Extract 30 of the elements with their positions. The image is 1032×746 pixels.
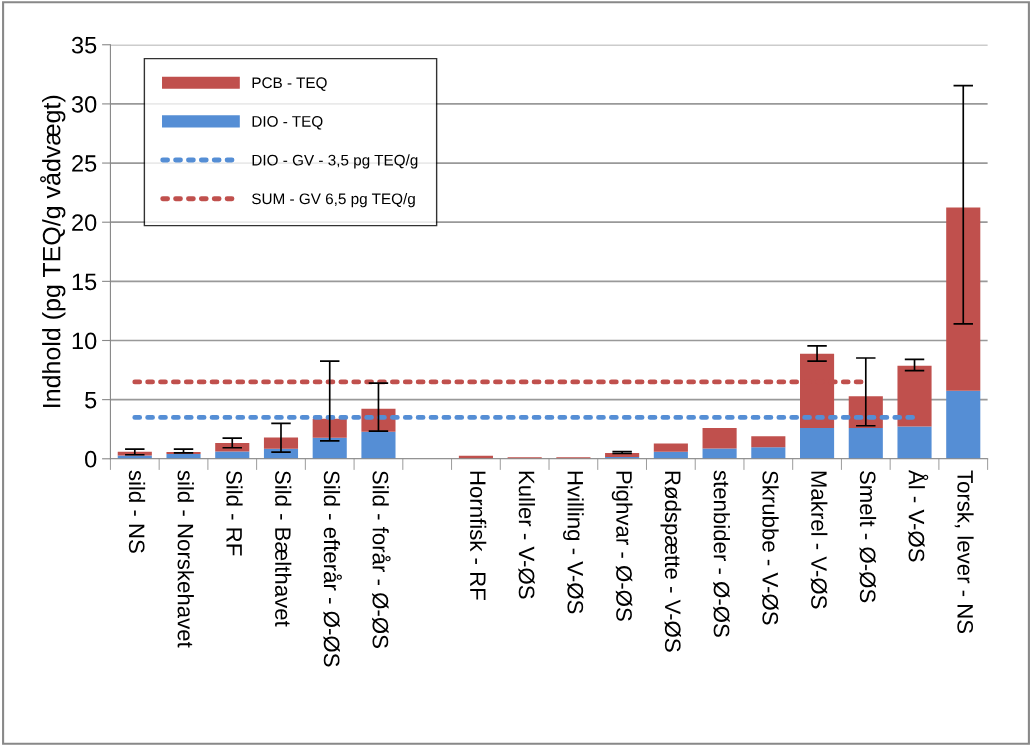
y-tick-label: 25 bbox=[72, 155, 97, 172]
x-tick-label: sild - Norskehavet bbox=[177, 470, 194, 648]
legend-label: DIO - GV - 3,5 pg TEQ/g bbox=[252, 154, 418, 169]
x-tick-label: Makrel - V-ØS bbox=[810, 471, 828, 609]
legend-label: SUM - GV 6,5 pg TEQ/g bbox=[252, 193, 415, 208]
y-axis-title: Indhold (pg TEQ/g vådvægt) bbox=[40, 95, 66, 407]
y-tick-label: 30 bbox=[71, 95, 97, 113]
x-tick-label: Sild - forår - Ø-ØS bbox=[372, 470, 391, 648]
x-tick-label: Sild - RF bbox=[226, 470, 243, 556]
x-tick-label: Sild - Bælthavet bbox=[275, 470, 292, 627]
x-tick-label: Rødspætte - V-ØS bbox=[660, 471, 682, 652]
legend-label: PCB - TEQ bbox=[252, 77, 327, 91]
x-tick-label: sild - NS bbox=[128, 470, 146, 553]
y-tick-label: 10 bbox=[72, 332, 97, 350]
x-tick-label: Skrubbe - V-ØS bbox=[762, 470, 779, 625]
legend-label: DIO - TEQ bbox=[252, 116, 323, 130]
y-tick-label: 0 bbox=[85, 450, 97, 468]
x-tick-label: Kuller - V-ØS bbox=[518, 471, 536, 599]
x-tick-label: Ål - V-ØS bbox=[908, 469, 929, 562]
x-tick-label: stenbider - Ø-ØS bbox=[713, 470, 730, 637]
x-tick-label: Pighvar - Ø-ØS bbox=[611, 471, 633, 621]
x-tick-label: Sild - efterår - Ø-ØS bbox=[323, 470, 342, 667]
y-tick-label: 20 bbox=[72, 214, 97, 231]
x-tick-label: Hvilling - V-ØS bbox=[563, 471, 584, 614]
y-tick-label: 15 bbox=[72, 273, 97, 291]
x-tick-label: Smelt - Ø-ØS bbox=[859, 470, 877, 603]
y-tick-label: 35 bbox=[71, 36, 97, 54]
x-tick-label: Hornfisk - RF bbox=[469, 471, 487, 600]
y-tick-label: 5 bbox=[85, 391, 97, 409]
x-tick-label: Torsk, lever - NS bbox=[954, 470, 974, 634]
